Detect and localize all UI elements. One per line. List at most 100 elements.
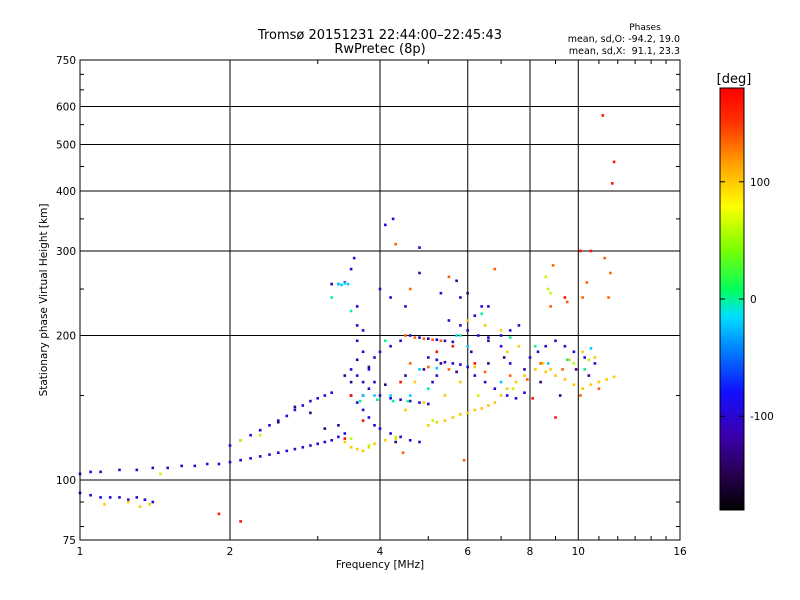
data-point — [493, 267, 497, 271]
data-point — [539, 380, 542, 384]
data-point — [470, 350, 473, 354]
data-point — [427, 387, 430, 390]
data-point — [443, 360, 447, 364]
data-point — [378, 350, 382, 354]
data-point — [561, 368, 564, 371]
data-point — [384, 383, 387, 386]
colorbar-ticks: 100 0 -100 — [720, 177, 774, 423]
data-point — [389, 344, 392, 348]
data-point — [466, 291, 469, 295]
x-tick-label: 16 — [673, 546, 687, 558]
data-point — [355, 374, 359, 377]
data-point — [534, 344, 537, 348]
data-point — [277, 451, 280, 454]
data-point — [361, 408, 365, 412]
x-tick-label: 4 — [377, 546, 384, 558]
data-point — [367, 446, 371, 449]
data-point — [394, 242, 397, 246]
data-point — [239, 458, 242, 462]
data-point — [609, 271, 612, 275]
data-point — [601, 114, 605, 117]
data-point — [546, 287, 550, 291]
y-tick-label: 300 — [56, 246, 76, 258]
data-point — [277, 420, 280, 424]
data-point — [427, 424, 430, 427]
data-point — [563, 296, 567, 299]
phases-o-stats: mean, sd,O: -94.2, 19.0 — [568, 34, 680, 45]
data-point — [422, 337, 426, 340]
data-point — [323, 440, 327, 444]
data-point — [431, 380, 434, 384]
data-point — [418, 336, 421, 339]
data-point — [361, 350, 365, 354]
data-point — [572, 362, 576, 365]
data-point — [473, 362, 477, 365]
data-point — [459, 334, 462, 337]
data-point — [462, 458, 466, 462]
data-point — [376, 398, 379, 401]
data-point — [480, 407, 483, 410]
data-point — [435, 358, 439, 362]
chart-title: Tromsø 20151231 22:44:00–22:45:43 — [257, 28, 502, 43]
data-point — [544, 344, 547, 348]
data-point — [418, 440, 421, 444]
data-point — [427, 356, 430, 359]
data-point — [505, 350, 509, 354]
data-point — [285, 414, 289, 418]
data-point — [404, 408, 407, 412]
y-tick-label: 500 — [56, 140, 76, 152]
data-point — [505, 387, 509, 390]
data-point — [355, 447, 359, 451]
data-point — [517, 344, 521, 348]
data-point — [373, 394, 376, 397]
data-point — [544, 275, 547, 279]
data-point — [493, 401, 497, 404]
data-point — [487, 305, 490, 308]
colorbar-label: [deg] — [717, 72, 752, 87]
data-point — [466, 365, 469, 369]
data-point — [597, 380, 601, 384]
data-point — [528, 356, 532, 359]
data-point — [459, 296, 462, 299]
axis-ticks: 1 2 4 6 8 10 16 75 100 200 300 400 500 600 750 — [56, 55, 687, 558]
data-point — [435, 420, 439, 424]
data-point — [459, 380, 462, 384]
data-point — [493, 387, 497, 390]
data-point — [583, 368, 586, 371]
data-point — [378, 287, 382, 291]
data-point — [337, 424, 340, 427]
data-point — [330, 296, 333, 299]
data-point — [378, 427, 382, 430]
data-point — [127, 498, 130, 501]
data-point — [483, 380, 487, 384]
y-tick-label: 100 — [56, 475, 76, 487]
data-point — [384, 223, 387, 227]
data-point — [554, 339, 557, 343]
data-point — [487, 362, 490, 365]
data-point — [373, 424, 376, 427]
x-tick-label: 2 — [227, 546, 234, 558]
data-point — [579, 394, 582, 397]
data-point — [389, 394, 392, 397]
data-point — [143, 498, 147, 501]
data-points — [78, 114, 616, 523]
data-point — [285, 449, 289, 453]
data-point — [483, 370, 487, 374]
plot-frame — [79, 59, 681, 541]
data-point — [549, 368, 552, 371]
data-point — [309, 444, 312, 447]
data-point — [563, 344, 567, 348]
data-point — [574, 368, 578, 371]
data-point — [593, 362, 597, 365]
data-point — [367, 416, 371, 419]
data-point — [394, 435, 397, 439]
data-point — [435, 350, 439, 354]
data-point — [551, 264, 555, 267]
data-point — [523, 391, 526, 394]
data-point — [316, 397, 319, 400]
data-point — [330, 391, 333, 394]
data-point — [418, 271, 421, 275]
data-point — [443, 419, 447, 422]
data-point — [447, 368, 451, 371]
data-point — [389, 296, 392, 299]
